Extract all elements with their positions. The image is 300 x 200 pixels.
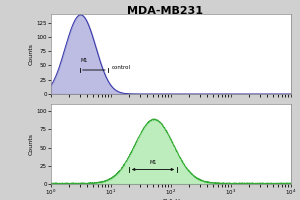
X-axis label: FL1-H: FL1-H [162,199,180,200]
Y-axis label: Counts: Counts [28,133,34,155]
Text: MDA-MB231: MDA-MB231 [127,6,203,16]
Text: M1: M1 [80,58,88,63]
Y-axis label: Counts: Counts [28,43,34,65]
Text: M1: M1 [149,160,157,165]
Text: control: control [112,65,130,70]
